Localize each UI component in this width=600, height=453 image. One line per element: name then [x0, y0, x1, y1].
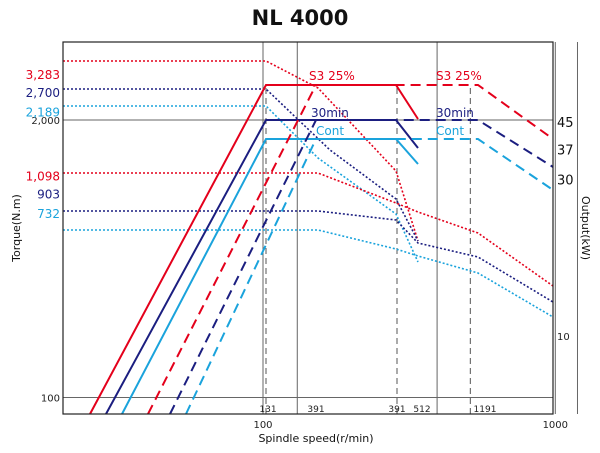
torque-curve-s3-high-dotted	[63, 172, 554, 287]
y-left-mark-label: 1,098	[26, 170, 60, 184]
y-left-mark-label: 2,189	[26, 106, 60, 120]
torque-curve-30min-dotted	[63, 88, 419, 242]
torque-curve-cont-high-dotted	[63, 229, 554, 318]
series-label: 30min	[436, 106, 474, 120]
y-left-tick-label: 2,000	[31, 116, 60, 127]
x-marker-tick-label: 391	[388, 405, 405, 415]
y-left-tick-label: 100	[41, 394, 60, 405]
y-right-tick-label: 30	[557, 173, 574, 188]
torque-curve-30min-high-dotted	[63, 210, 554, 303]
plot-frame	[62, 41, 554, 415]
x-axis-label: Spindle speed(r/min)	[258, 432, 373, 445]
x-marker-tick-label: 1191	[474, 405, 497, 415]
x-tick-label: 1000	[543, 420, 568, 431]
tick-labels: 1001000200013139139151211911002,0003,283…	[26, 68, 574, 431]
y-left-mark-label: 903	[37, 188, 60, 202]
x-marker-tick-label: 391	[307, 405, 324, 415]
y-left-mark-label: 3,283	[26, 68, 60, 82]
power-curve-s3-low	[89, 84, 419, 415]
power-curve-cont-low	[121, 138, 419, 415]
series-label: Cont	[316, 124, 344, 138]
power-curve-cont-high	[185, 138, 554, 415]
x-marker-tick-label: 512	[413, 405, 430, 415]
chart-title: NL 4000	[252, 6, 349, 30]
torque-curve-cont-dotted	[63, 105, 419, 263]
series-label: S3 25%	[436, 69, 482, 83]
power-curve-30min-low	[105, 119, 419, 415]
power-curve-30min-high	[169, 119, 554, 415]
torque-curve-s3-dotted	[63, 60, 419, 242]
series-label: Cont	[436, 124, 464, 138]
y-right-tick-label: 45	[557, 116, 574, 131]
y-axis-right-label: Output(kW)	[579, 196, 592, 260]
curves	[63, 60, 554, 415]
y-right-tick-label: 10	[557, 332, 570, 343]
y-left-mark-label: 2,700	[26, 86, 60, 100]
power-curve-s3-high	[147, 84, 554, 415]
series-label: 30min	[311, 106, 349, 120]
x-marker-tick-label: 131	[259, 405, 276, 415]
y-right-tick-label: 37	[557, 144, 574, 159]
y-axis-left-label: Torque(N.m)	[10, 194, 23, 263]
x-tick-label: 100	[253, 420, 272, 431]
grid	[63, 42, 578, 414]
y-left-mark-label: 732	[37, 207, 60, 221]
series-label: S3 25%	[309, 69, 355, 83]
series-labels: S3 25% 30min Cont S3 25% 30min Cont	[309, 69, 482, 138]
